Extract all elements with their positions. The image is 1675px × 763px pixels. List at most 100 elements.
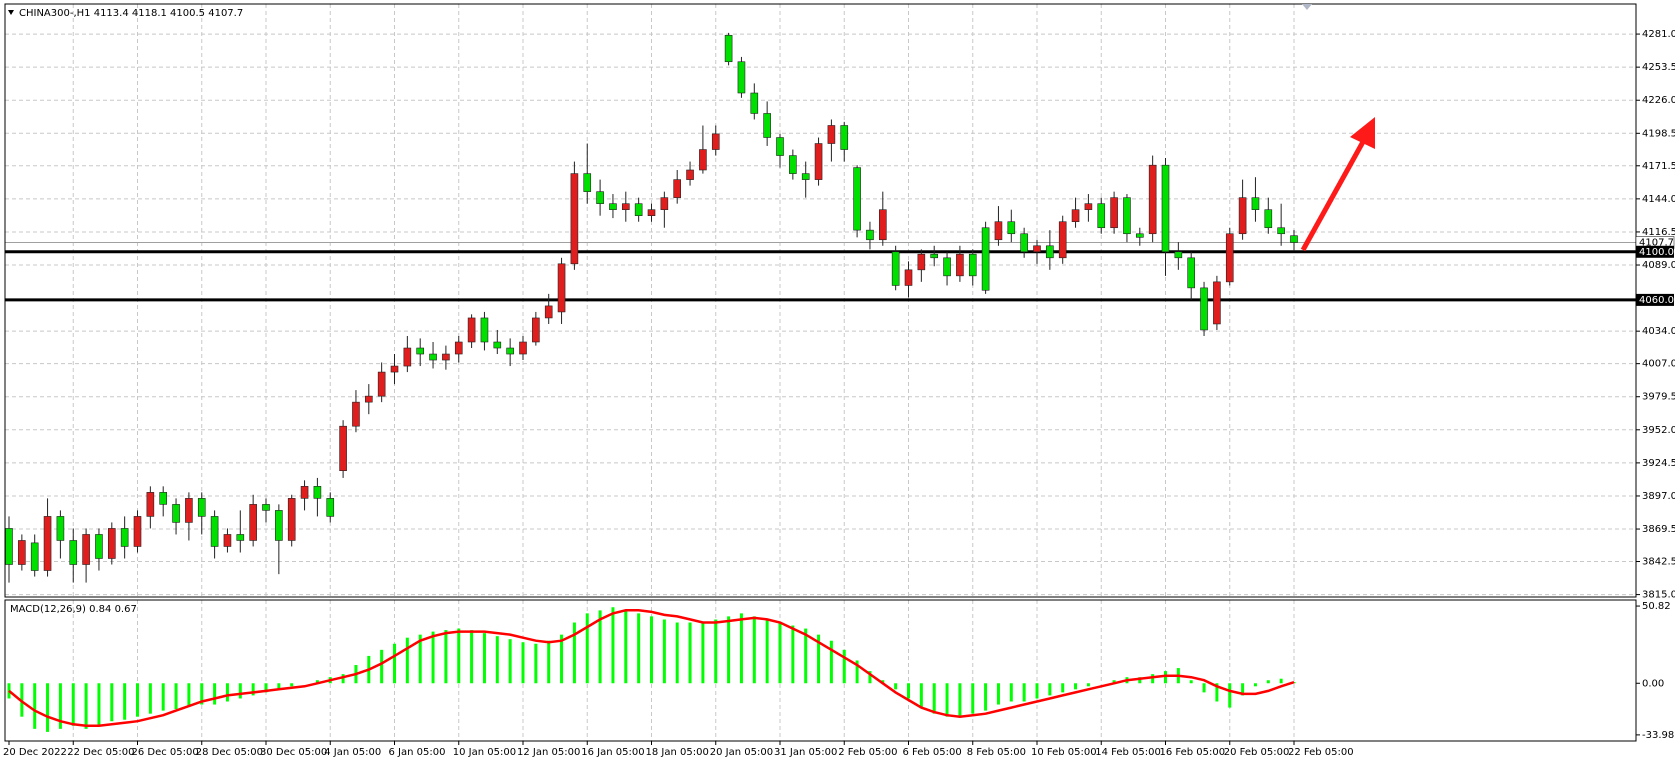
candle-body <box>724 34 733 63</box>
macd-frame <box>4 599 1637 742</box>
candle-body <box>904 269 913 286</box>
candle-body <box>43 516 52 571</box>
candle-body <box>429 353 437 361</box>
y-tick-label: 0.00 <box>1642 678 1664 689</box>
candle-body <box>878 209 887 241</box>
x-tick-label: 20 Feb 05:00 <box>1224 747 1290 758</box>
candle-body <box>454 341 463 355</box>
candle-body <box>943 257 951 277</box>
candle-body <box>416 347 425 355</box>
candle-body <box>1136 233 1144 238</box>
candle-body <box>621 203 630 210</box>
candle-body <box>763 113 771 138</box>
candle-body <box>326 498 335 517</box>
candle-body <box>1187 257 1195 289</box>
candle-body <box>519 341 527 355</box>
y-tick-label: 4253.5 <box>1642 62 1675 73</box>
candle-body <box>506 347 514 355</box>
candle-body <box>1277 227 1285 235</box>
candle-body <box>30 542 39 571</box>
candle-body <box>789 155 797 174</box>
annotation-arrow <box>1300 117 1375 252</box>
candle-body <box>133 516 142 547</box>
candle-body <box>377 371 386 397</box>
candle-body <box>570 173 579 265</box>
y-tick-label: -33.98 <box>1642 730 1674 741</box>
x-tick-label: 6 Feb 05:00 <box>903 747 962 758</box>
candle-body <box>108 528 116 559</box>
candle-body <box>185 498 193 523</box>
x-tick-label: 20 Jan 05:00 <box>710 747 773 758</box>
last-price-label: 4107.7 <box>1639 238 1674 249</box>
candle-body <box>146 492 155 517</box>
y-tick-label: 4034.0 <box>1642 326 1675 337</box>
y-tick-label: 4226.0 <box>1642 95 1675 106</box>
candle-body <box>5 528 13 565</box>
candle-body <box>223 534 232 547</box>
candle-body <box>891 251 900 286</box>
menu-triangle[interactable] <box>8 10 14 15</box>
y-tick-label: 3815.0 <box>1642 590 1675 601</box>
x-tick-label: 18 Jan 05:00 <box>646 747 709 758</box>
candle-body <box>18 540 26 565</box>
candle-body <box>300 486 309 499</box>
candle-body <box>968 253 977 277</box>
candle-body <box>467 317 476 343</box>
candle-body <box>737 61 746 94</box>
candle-body <box>313 486 322 499</box>
y-tick-label: 3842.5 <box>1642 557 1675 568</box>
candle-body <box>956 253 964 277</box>
candle-body <box>480 317 489 343</box>
x-tick-label: 6 Jan 05:00 <box>389 747 446 758</box>
candle-body <box>776 137 784 156</box>
candle-body <box>1174 251 1183 259</box>
candle-body <box>95 534 103 559</box>
y-tick-label: 3897.0 <box>1642 491 1675 502</box>
candle-body <box>596 191 604 204</box>
y-tick-label: 3979.5 <box>1642 392 1675 403</box>
candle-body <box>930 253 939 259</box>
y-tick-label: 4171.5 <box>1642 161 1675 172</box>
candle-body <box>249 504 257 541</box>
level-label: 4060.0 <box>1639 295 1674 306</box>
candle-body <box>981 227 990 291</box>
candle-body <box>1084 203 1093 210</box>
y-tick-label: 4089.0 <box>1642 260 1675 271</box>
candle-body <box>1238 197 1247 235</box>
level-box <box>1636 293 1674 306</box>
candle-body <box>994 221 1003 241</box>
candle-body <box>917 253 926 271</box>
x-tick-label: 8 Feb 05:00 <box>967 747 1026 758</box>
candle-body <box>750 92 759 114</box>
candle-body <box>69 540 78 565</box>
x-tick-label: 10 Feb 05:00 <box>1031 747 1097 758</box>
candle-body <box>647 209 656 216</box>
candle-body <box>1007 221 1016 235</box>
candle-body <box>1264 209 1273 229</box>
y-tick-label: 3924.5 <box>1642 458 1675 469</box>
chart-title: CHINA300-,H1 4113.4 4118.1 4100.5 4107.7 <box>19 8 243 19</box>
y-tick-label: 4198.5 <box>1642 128 1675 139</box>
x-tick-label: 26 Dec 05:00 <box>132 747 199 758</box>
y-tick-label: 4116.5 <box>1642 227 1675 238</box>
x-tick-label: 2 Feb 05:00 <box>838 747 897 758</box>
candle-body <box>364 395 373 403</box>
x-tick-label: 14 Feb 05:00 <box>1095 747 1161 758</box>
y-tick-label: 3869.5 <box>1642 524 1675 535</box>
candle-body <box>544 305 553 319</box>
x-tick-label: 30 Dec 05:00 <box>260 747 327 758</box>
candle-body <box>699 149 707 171</box>
candle-body <box>1213 281 1221 325</box>
candle-body <box>210 516 219 547</box>
candle-body <box>673 179 682 198</box>
candle-body <box>159 492 167 505</box>
candle-body <box>339 425 347 472</box>
candle-body <box>840 125 849 150</box>
candle-body <box>609 203 617 210</box>
candle-body <box>262 504 270 511</box>
candle-body <box>1071 209 1080 223</box>
candle-body <box>853 167 861 231</box>
candle-body <box>1058 221 1067 259</box>
